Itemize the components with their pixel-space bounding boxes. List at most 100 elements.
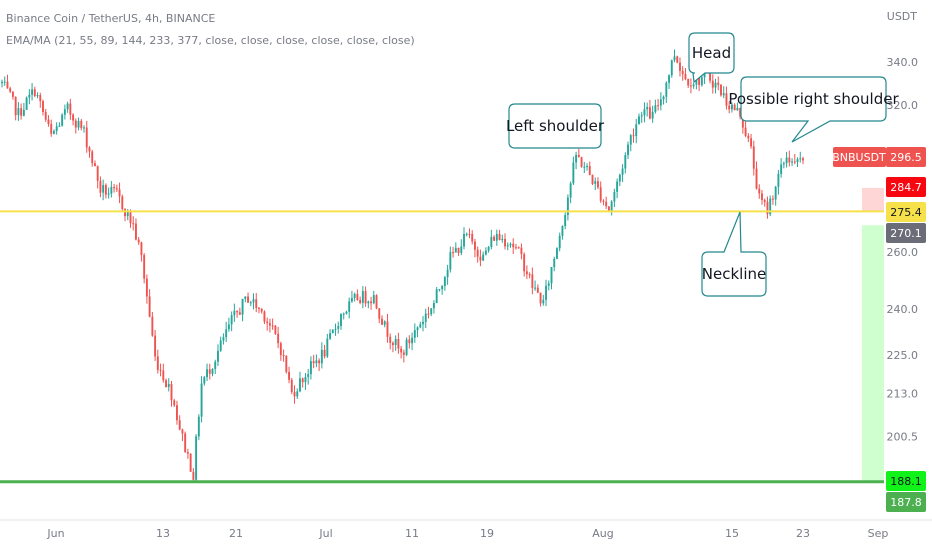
candle xyxy=(588,161,591,176)
candle xyxy=(512,238,515,254)
candle xyxy=(296,388,299,400)
y-tick-label: 260.0 xyxy=(887,246,919,259)
candle xyxy=(610,200,613,216)
candle xyxy=(361,286,364,309)
candle xyxy=(173,398,176,407)
candle xyxy=(793,153,796,165)
candle xyxy=(752,140,755,176)
candle xyxy=(170,380,173,407)
candle xyxy=(594,177,597,191)
candle xyxy=(102,179,105,201)
candle xyxy=(375,294,378,310)
candle xyxy=(397,332,400,354)
candle xyxy=(547,280,550,291)
candle xyxy=(504,233,506,250)
left-shoulder-callout[interactable]: Left shoulder xyxy=(506,103,605,149)
candle xyxy=(528,272,531,279)
candle xyxy=(227,317,230,332)
candle xyxy=(646,102,649,117)
candle xyxy=(782,161,785,169)
candle xyxy=(93,160,96,167)
neckline-callout[interactable]: Neckline xyxy=(701,211,767,297)
stop-level-label: 284.7 xyxy=(886,177,926,197)
candle xyxy=(63,104,66,120)
candle xyxy=(3,76,6,86)
candle xyxy=(490,229,493,250)
candle xyxy=(304,373,307,390)
candle xyxy=(340,313,342,330)
candle xyxy=(717,76,720,91)
right-shoulder-callout[interactable]: Possible right shoulder xyxy=(728,76,899,143)
candle xyxy=(714,78,717,94)
candle xyxy=(493,235,496,242)
candle xyxy=(337,321,340,334)
candle xyxy=(744,120,747,138)
candle xyxy=(83,125,85,133)
candle xyxy=(419,321,422,329)
y-tick-label: 225.0 xyxy=(887,349,919,362)
candle xyxy=(487,245,490,253)
candle xyxy=(556,247,558,260)
candle xyxy=(525,265,528,279)
candle xyxy=(640,111,643,123)
candle xyxy=(624,152,627,174)
candle xyxy=(326,333,329,358)
candle xyxy=(629,134,632,152)
candle xyxy=(145,274,148,304)
candle xyxy=(539,292,542,307)
candle xyxy=(285,355,288,374)
candle xyxy=(791,158,794,166)
candle xyxy=(195,434,198,482)
candle xyxy=(206,363,208,382)
neckline-label: Neckline xyxy=(702,265,766,283)
candle xyxy=(758,184,761,199)
candle xyxy=(542,294,545,306)
candle xyxy=(241,298,244,322)
candle xyxy=(465,232,468,237)
candle xyxy=(550,267,553,290)
candle xyxy=(50,119,53,137)
svg-text:296.5: 296.5 xyxy=(890,151,922,164)
candle xyxy=(498,229,501,241)
candle xyxy=(479,249,482,267)
candle xyxy=(383,320,386,328)
candle xyxy=(788,150,791,167)
candle xyxy=(534,280,537,291)
candle xyxy=(405,337,408,357)
candle xyxy=(572,156,575,185)
candle xyxy=(118,182,121,204)
candle xyxy=(597,177,599,190)
svg-text:188.1: 188.1 xyxy=(890,475,922,488)
x-tick-label: Sep xyxy=(868,527,889,540)
candle xyxy=(329,329,332,341)
candle xyxy=(159,363,162,377)
candle xyxy=(766,196,769,219)
head-callout[interactable]: Head xyxy=(688,32,735,84)
candle xyxy=(668,74,671,89)
candle xyxy=(181,428,184,442)
candle xyxy=(263,310,266,325)
candle xyxy=(115,184,118,192)
candle xyxy=(266,317,269,331)
candle xyxy=(509,242,512,248)
candle xyxy=(468,228,471,239)
svg-text:187.8: 187.8 xyxy=(890,496,922,509)
y-tick-label: 240.0 xyxy=(887,303,919,316)
indicator-legend[interactable]: EMA/MA (21, 55, 89, 144, 233, 377, close… xyxy=(6,34,415,47)
candle xyxy=(236,310,239,318)
candle xyxy=(247,292,249,304)
candle xyxy=(184,431,187,453)
candles-group xyxy=(1,49,804,482)
chart-title: Binance Coin / TetherUS, 4h, BINANCE xyxy=(6,12,216,25)
candle xyxy=(91,149,94,167)
candle xyxy=(279,341,282,361)
candle xyxy=(61,113,64,127)
x-tick-label: 15 xyxy=(725,527,739,540)
candle xyxy=(681,66,684,81)
svg-text:275.4: 275.4 xyxy=(890,206,922,219)
candle xyxy=(28,89,31,105)
candle xyxy=(725,86,728,110)
candle xyxy=(372,290,375,305)
candle xyxy=(367,300,370,309)
